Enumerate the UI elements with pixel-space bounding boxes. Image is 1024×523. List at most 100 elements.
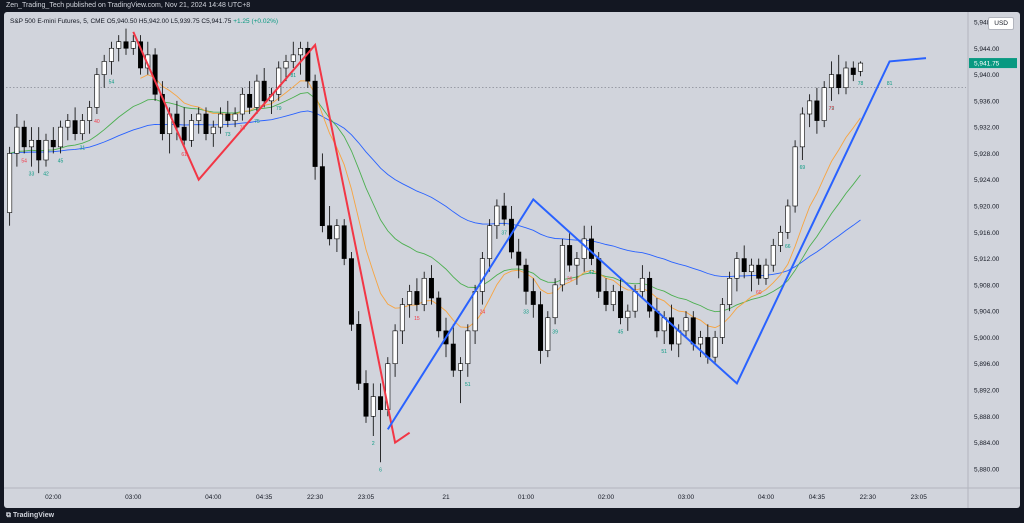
cycle-label-green: 51 [661,349,667,355]
candle-body [348,258,354,325]
price-tick-label: 5,908.00 [974,282,1000,289]
candle-body [276,67,282,95]
cycle-label-red: 24 [480,310,486,316]
candle-body [479,258,485,292]
candle-body [545,317,551,351]
time-tick-label: 04:00 [758,494,775,501]
cycle-label-red: 73 [240,126,246,132]
time-tick-label: 01:00 [518,494,535,501]
candle-body [538,304,544,351]
candle-body [196,113,202,121]
time-tick-label: 04:35 [256,494,273,501]
cycle-label-green: 37 [501,231,507,237]
candle-body [654,310,660,332]
chart-legend: S&P 500 E-mini Futures, 5, CME O5,940.50… [10,18,278,25]
candle-body [792,146,798,207]
candle-body [28,139,34,148]
cycle-label-green: 39 [552,329,558,335]
candle-body [567,245,573,266]
candle-body [87,107,93,121]
cycle-label-red: 60 [756,290,762,296]
candle-body [181,126,187,141]
candle-body [698,337,704,345]
candle-body [363,383,369,417]
candle-body [647,277,653,312]
candle-body [814,100,820,121]
candle-body [799,113,805,148]
candle-body [174,113,180,128]
candle-body [327,225,333,240]
time-tick-label: 04:00 [205,494,222,501]
candle-body [494,205,500,227]
price-tick-label: 5,888.00 [974,414,1000,421]
candlestick-plot[interactable]: 5,880.00 5,884.00 5,888.00 5,892.00 5,896.00… [4,12,1020,508]
cycle-label-green: 42 [43,172,49,178]
candle-body [65,120,71,128]
candle-body [756,264,762,279]
candle-body [159,93,165,135]
currency-button[interactable]: USD [988,17,1014,30]
candle-body [450,343,456,371]
candle-body [218,113,224,128]
symbol-name: S&P 500 E-mini Futures, 5, CME [10,18,105,25]
price-change: +1.25 (+0.02%) [233,18,279,25]
candle-body [79,120,85,135]
price-chart[interactable]: 5,880.00 5,884.00 5,888.00 5,892.00 5,896.00… [4,12,1020,508]
last-price-label: 5,941.75 [974,61,1000,68]
candle-body [858,62,864,72]
price-tick-label: 5,880.00 [974,466,1000,473]
candle-body [763,264,769,279]
candle-body [203,113,209,135]
cycle-label-green: 78 [858,81,864,87]
last-price-marker [969,58,1017,69]
candle-body [58,126,64,148]
cycle-label-green: 75 [254,119,260,125]
candle-body [574,258,580,266]
candle-body [152,54,158,95]
candle-body [501,205,507,220]
price-tick-label: 5,940.00 [974,72,1000,79]
cycle-label-green: 79 [276,106,282,112]
candle-body [472,291,478,332]
cycle-label-red: 36 [567,277,573,283]
cycle-label-red: 72 [829,106,835,112]
candle-body [108,47,114,62]
cycle-label-green: 6 [379,467,382,473]
candle-body [487,225,493,259]
candle-body [843,67,849,89]
candle-body [668,317,674,345]
candle-body [850,67,856,75]
cycle-label-green: 42 [589,270,595,276]
candle-body [625,310,631,319]
price-tick-label: 5,936.00 [974,98,1000,105]
candle-body [683,317,689,332]
candle-body [552,284,558,319]
cycle-label-green: 73 [225,132,231,138]
candle-body [14,126,20,154]
candle-body [596,258,602,292]
candle-body [188,120,194,141]
candle-body [72,120,78,135]
candle-body [828,74,834,89]
brand-name: TradingView [12,512,55,519]
candle-body [414,291,420,305]
price-tick-label: 5,924.00 [974,177,1000,184]
candle-body [516,251,522,266]
candle-body [821,87,827,121]
candle-body [588,238,594,259]
time-tick-label: 03:00 [678,494,695,501]
candle-body [239,93,245,115]
time-tick-label: 04:35 [809,494,826,501]
price-tick-label: 5,892.00 [974,388,1000,395]
candle-body [94,74,100,108]
time-tick-label: 23:05 [358,494,375,501]
candle-body [43,139,49,161]
candle-body [261,80,267,102]
cycle-label-green: 79 [829,106,835,112]
candle-body [283,61,289,69]
cycle-label-green: 31 [80,145,86,151]
candle-body [50,139,56,148]
candle-body [378,396,384,411]
candle-body [458,363,464,371]
